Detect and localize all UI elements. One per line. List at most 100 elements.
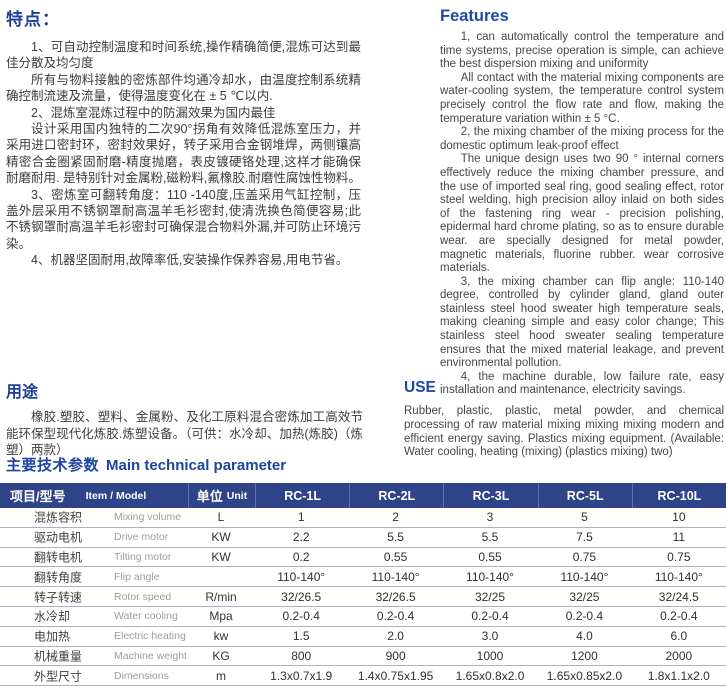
row-value: 1.65x0.8x2.0 — [455, 668, 525, 683]
row-unit: R/min — [205, 589, 237, 604]
header-unit-label-cn: 单位 — [196, 489, 223, 504]
row-value: 1.3x0.7x1.9 — [270, 668, 333, 683]
row-label-en: Drive motor — [114, 531, 169, 544]
row-label-en: Tilting motor — [114, 550, 172, 563]
row-value: 0.55 — [383, 549, 408, 564]
row-label-cell: 水冷却 Water cooling — [0, 607, 188, 626]
row-label-cell: 翻转电机 Tilting motor — [0, 548, 188, 567]
row-unit: kw — [213, 629, 229, 644]
row-label-cell: 混炼容积 Mixing volume — [0, 508, 188, 527]
row-value: 2 — [392, 510, 399, 525]
table-row: 外型尺寸 Dimensions m 1.3x0.7x1.9 1.4x0.75x1.95 1… — [0, 666, 726, 687]
use-paragraph-cn: 橡胶.塑胶、塑料、金属粉、及化工原料混合密炼加工高效节能环保型现代化炼胶.炼塑设… — [6, 410, 363, 458]
header-cell-unit: 单位 Unit — [188, 483, 255, 508]
row-value: 5.5 — [387, 530, 404, 545]
row-value: 110-140° — [654, 569, 703, 584]
features-paragraph-en: 4, the machine durable, low failure rate… — [440, 370, 724, 397]
row-value: 10 — [672, 510, 686, 525]
row-value: 32/25 — [475, 589, 506, 604]
row-label-cell: 外型尺寸 Dimensions — [0, 666, 188, 685]
row-value: 6.0 — [670, 629, 688, 644]
header-cell-model: RC-2L — [349, 483, 443, 508]
row-unit: Mpa — [209, 609, 233, 624]
row-unit: KW — [211, 549, 231, 564]
row-value: 0.75 — [667, 549, 691, 564]
row-label-cn: 翻转电机 — [34, 550, 83, 565]
table-header-row: 项目/型号 Item / Model 单位 Unit RC-1L RC-2L RC-… — [0, 483, 726, 508]
row-label-en: Rotor speed — [114, 590, 172, 603]
row-value: 0.2-0.4 — [660, 609, 698, 624]
features-paragraph-en: 3, the mixing chamber can flip angle: 11… — [440, 275, 724, 370]
row-label-en: Electric heating — [114, 630, 186, 643]
row-value: 800 — [291, 648, 312, 663]
table-body: 混炼容积 Mixing volume L 1 2 3 5 10 驱动电机 Drive motor K… — [0, 508, 726, 687]
features-section-en: Features 1, can automatically control th… — [440, 7, 724, 398]
row-label-cn: 外型尺寸 — [34, 669, 83, 684]
main-parameter-heading: 主要技术参数 Main technical parameter — [6, 454, 286, 475]
row-label-en: Dimensions — [114, 669, 169, 682]
row-value: 32/26.5 — [375, 589, 416, 604]
row-unit: KW — [211, 530, 231, 545]
row-value: 1000 — [476, 648, 504, 663]
features-paragraph-cn: 3、密炼室可翻转角度：110 -140度,压盖采用气缸控制，压盖外层采用不锈钢罩… — [6, 187, 361, 251]
row-label-cn: 驱动电机 — [34, 530, 83, 545]
main-parameter-heading-en: Main technical parameter — [106, 457, 287, 474]
row-label-cn: 翻转角度 — [34, 570, 83, 585]
row-value: 5 — [581, 510, 588, 525]
row-value: 0.2-0.4 — [376, 609, 415, 624]
table-row: 电加热 Electric heating kw 1.5 2.0 3.0 4.0 6.0 — [0, 627, 726, 647]
row-value: 11 — [672, 530, 686, 545]
row-label-cell: 驱动电机 Drive motor — [0, 528, 188, 547]
header-item-label-en: Item / Model — [85, 489, 147, 502]
row-value: 110-140° — [371, 569, 420, 584]
row-value: 110-140° — [277, 569, 326, 584]
row-value: 7.5 — [576, 530, 593, 545]
features-heading-cn: 特点： — [6, 10, 60, 29]
row-label-cn: 电加热 — [34, 629, 71, 644]
header-cell-model: RC-3L — [443, 483, 537, 508]
use-section-cn: 用途 橡胶.塑胶、塑料、金属粉、及化工原料混合密炼加工高效节能环保型现代化炼胶.… — [6, 378, 363, 459]
parameters-table: 项目/型号 Item / Model 单位 Unit RC-1L RC-2L RC-… — [0, 483, 726, 687]
main-parameter-heading-cn: 主要技术参数 — [6, 457, 100, 474]
row-value: 2.0 — [387, 629, 404, 644]
use-paragraph-en: Rubber, plastic, plastic, metal powder, … — [404, 405, 724, 459]
row-value: 1.5 — [292, 629, 310, 644]
row-value: 0.75 — [572, 549, 597, 564]
features-paragraph-en: The unique design uses two 90 ° internal… — [440, 153, 724, 275]
features-paragraph-cn: 设计采用国内独特的二次90°拐角有效降低混炼室压力，并采用进口密封环，密封效果好… — [6, 122, 361, 186]
header-cell-model: RC-5L — [537, 483, 632, 508]
use-section-en: USE Rubber, plastic, plastic, metal powd… — [404, 379, 724, 460]
row-value: 0.2-0.4 — [282, 609, 320, 624]
row-value: 3 — [486, 510, 494, 525]
row-value: 1.8x1.1x2.0 — [647, 668, 710, 683]
row-value: 1200 — [571, 648, 598, 663]
row-value: 32/25 — [569, 589, 600, 604]
row-label-cell: 转子转速 Rotor speed — [0, 587, 188, 606]
use-heading-en: USE — [404, 379, 436, 396]
header-cell-model: RC-10L — [631, 483, 726, 508]
use-heading-cn: 用途 — [6, 384, 39, 401]
row-value: 2.2 — [292, 530, 310, 545]
row-value: 1.65x0.85x2.0 — [546, 668, 623, 683]
features-paragraph-en: 2, the mixing chamber of the mixing proc… — [440, 126, 724, 152]
row-value: 5.5 — [481, 530, 499, 545]
table-row: 机械重量 Machine weight KG 800 900 1000 1200 2000 — [0, 647, 726, 667]
header-unit-label-en: Unit — [226, 489, 248, 502]
table-row: 翻转角度 Flip angle 110-140° 110-140° 110-140° 11… — [0, 567, 726, 588]
row-label-en: Machine weight — [114, 649, 187, 662]
header-cell-item: 项目/型号 Item / Model — [0, 483, 188, 508]
row-value: 0.2 — [292, 549, 310, 564]
features-paragraphs-en: 1, can automatically control the tempera… — [440, 31, 724, 398]
row-label-en: Water cooling — [114, 610, 178, 623]
table-row: 水冷却 Water cooling Mpa 0.2-0.4 0.2-0.4 0.2-0.4… — [0, 607, 726, 627]
features-heading-en: Features — [440, 7, 509, 25]
row-label-cell: 翻转角度 Flip angle — [0, 567, 188, 586]
row-value: 32/26.5 — [281, 589, 322, 604]
row-label-cn: 转子转速 — [34, 590, 83, 605]
row-value: 0.55 — [478, 549, 502, 564]
row-value: 0.2-0.4 — [565, 609, 604, 624]
row-label-cell: 机械重量 Machine weight — [0, 647, 188, 666]
row-value: 4.0 — [576, 629, 593, 644]
table-row: 驱动电机 Drive motor KW 2.2 5.5 5.5 7.5 11 — [0, 528, 726, 548]
features-paragraph-en: 1, can automatically control the tempera… — [440, 31, 724, 71]
